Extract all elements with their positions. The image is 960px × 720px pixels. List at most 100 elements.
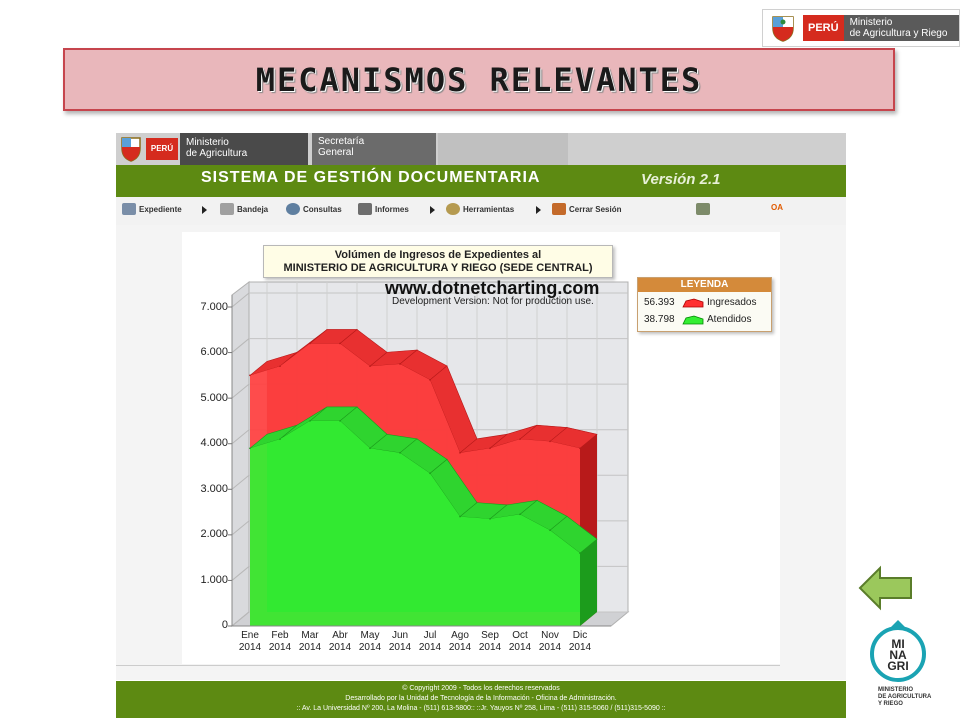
x-tick-label: Mar 2014 <box>298 630 322 653</box>
back-arrow-icon[interactable] <box>858 565 914 611</box>
submenu-arrow-icon <box>536 206 541 214</box>
header-peru-label: PERÚ <box>146 138 178 160</box>
y-tick-label: 4.000 <box>200 437 228 449</box>
x-tick-label: Ene 2014 <box>238 630 262 653</box>
x-tick-label: Sep 2014 <box>478 630 502 653</box>
app-footer: © Copyright 2009 - Todos los derechos re… <box>116 681 846 718</box>
y-tick-label: 7.000 <box>200 301 228 313</box>
menu-consultas[interactable]: Consultas <box>286 203 342 215</box>
legend-item-ingresados: 56.393 Ingresados <box>644 297 756 308</box>
area-chart <box>228 280 630 628</box>
submenu-arrow-icon <box>202 206 207 214</box>
gridline <box>231 474 250 490</box>
logout-icon <box>552 203 566 215</box>
peru-label: PERÚ <box>803 15 844 41</box>
app-titlebar <box>116 165 846 197</box>
atendidos-point-5 <box>399 452 401 454</box>
ingresados-point-5 <box>399 363 401 365</box>
atendidos-point-3 <box>339 420 341 422</box>
atendidos-point-4 <box>369 447 371 450</box>
ingresados-point-8 <box>489 447 491 450</box>
footer-address: :: Av. La Universidad Nº 200, La Molina … <box>296 705 666 712</box>
menu-cerrar-sesion[interactable]: Cerrar Sesión <box>552 203 621 215</box>
menu-expediente[interactable]: Expediente <box>122 203 182 215</box>
legend-swatch-red <box>682 298 704 307</box>
gridline <box>231 338 250 353</box>
atendidos-point-8 <box>489 518 491 520</box>
legend-label: Atendidos <box>707 314 752 325</box>
menu-informes[interactable]: Informes <box>358 203 409 215</box>
atendidos-point-6 <box>429 472 431 475</box>
series-atendidos-area <box>250 420 580 626</box>
app-title: SISTEMA DE GESTIÓN DOCUMENTARIA <box>201 169 541 186</box>
legend-value: 56.393 <box>644 297 675 308</box>
footer-developer: Desarrollado por la Unidad de Tecnología… <box>345 695 617 702</box>
ministry-name: Ministerio de Agricultura y Riego <box>843 15 959 41</box>
x-tick-label: Feb 2014 <box>268 630 292 653</box>
content-divider <box>116 665 780 666</box>
x-tick-label: Jul 2014 <box>418 630 442 653</box>
header-ministry: Ministerio de Agricultura <box>180 133 308 165</box>
legend-title: LEYENDA <box>638 278 771 292</box>
chart-title: Volúmen de Ingresos de Expedientes al MI… <box>263 245 613 278</box>
x-tick-label: Oct 2014 <box>508 630 532 653</box>
logo-text: GRI <box>887 659 908 673</box>
x-tick-label: Dic 2014 <box>568 630 592 653</box>
gridline <box>231 611 250 627</box>
search-icon <box>286 203 300 215</box>
chart-legend: LEYENDA 56.393 Ingresados 38.798 Atendid… <box>637 277 772 332</box>
user-icon-button[interactable] <box>696 203 713 215</box>
user-icon <box>696 203 710 215</box>
chart-left-wall <box>231 280 250 628</box>
ingresados-point-11 <box>579 447 581 450</box>
x-tick-label: May 2014 <box>358 630 382 653</box>
atendidos-point-9 <box>519 513 521 516</box>
ministry-logo: PERÚ Ministerio de Agricultura y Riego <box>762 9 960 47</box>
y-tick-label: 3.000 <box>200 483 228 495</box>
menu-bandeja[interactable]: Bandeja <box>220 203 268 215</box>
y-tick-label: 0 <box>221 619 228 631</box>
ingresados-point-6 <box>429 379 431 381</box>
atendidos-point-7 <box>459 515 461 518</box>
ingresados-point-3 <box>339 342 341 345</box>
ingresados-point-10 <box>549 440 551 443</box>
menu-herramientas[interactable]: Herramientas <box>446 203 514 215</box>
legend-item-atendidos: 38.798 Atendidos <box>644 314 751 325</box>
slide-title-banner: MECANISMOS RELEVANTES <box>63 48 895 111</box>
header-spacer <box>438 133 568 165</box>
chart-watermark: www.dotnetcharting.com <box>385 278 600 298</box>
gridline <box>231 429 250 445</box>
submenu-arrow-icon <box>430 206 435 214</box>
y-tick-label: 2.000 <box>200 528 228 540</box>
y-tick-label: 5.000 <box>200 392 228 404</box>
printer-icon <box>358 203 372 215</box>
chart-watermark-note: Development Version: Not for production … <box>392 296 594 307</box>
ingresados-point-7 <box>459 452 461 454</box>
x-tick-label: Nov 2014 <box>538 630 562 653</box>
gridline <box>231 292 250 308</box>
legend-value: 38.798 <box>644 314 675 325</box>
gridline <box>231 520 250 536</box>
y-tick-label: 6.000 <box>200 346 228 358</box>
ingresados-point-1 <box>279 365 281 368</box>
ingresados-point-4 <box>369 365 371 368</box>
ingresados-point-9 <box>519 438 521 440</box>
atendidos-point-0 <box>249 447 251 450</box>
ingresados-point-2 <box>309 342 311 345</box>
header-secretaria: Secretaría General <box>312 133 436 165</box>
slide-title: MECANISMOS RELEVANTES <box>255 60 703 99</box>
logo-text: MI <box>891 637 904 651</box>
x-tick-label: Jun 2014 <box>388 630 412 653</box>
legend-label: Ingresados <box>707 297 757 308</box>
ingresados-point-0 <box>249 374 251 377</box>
minagri-caption: MINISTERIO DE AGRICULTURA Y RIEGO <box>878 687 932 707</box>
gear-icon <box>446 203 460 215</box>
minagri-logo: MI NA GRI <box>870 620 926 682</box>
chart-panel <box>182 232 780 664</box>
footer-copyright: © Copyright 2009 - Todos los derechos re… <box>402 685 560 692</box>
gridline <box>231 566 250 581</box>
folder-icon <box>122 203 136 215</box>
legend-swatch-green <box>682 315 704 324</box>
atendidos-point-10 <box>549 529 551 532</box>
office-badge: OA <box>771 203 783 212</box>
